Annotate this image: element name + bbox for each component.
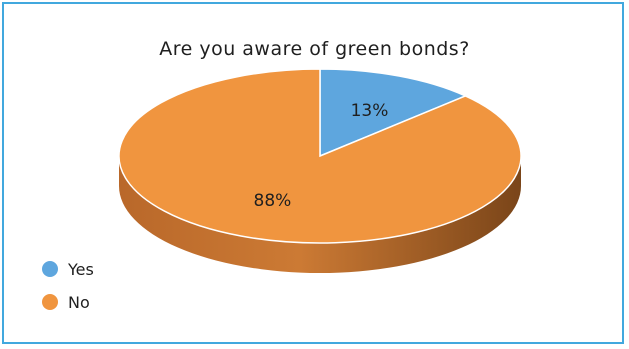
legend-label-no: No <box>68 292 90 312</box>
chart-title: Are you aware of green bonds? <box>159 38 470 60</box>
legend-item-no: No <box>42 292 94 312</box>
pie-side-wall <box>119 156 521 273</box>
legend: Yes No <box>42 259 94 325</box>
pie-slice-no <box>118 68 522 244</box>
legend-swatch-yes <box>42 261 58 277</box>
legend-item-yes: Yes <box>42 259 94 279</box>
pie-slice-yes <box>319 68 468 158</box>
data-label-yes: 13% <box>351 101 389 121</box>
legend-label-yes: Yes <box>68 259 94 279</box>
data-label-no: 88% <box>254 191 292 211</box>
legend-swatch-no <box>42 294 58 310</box>
